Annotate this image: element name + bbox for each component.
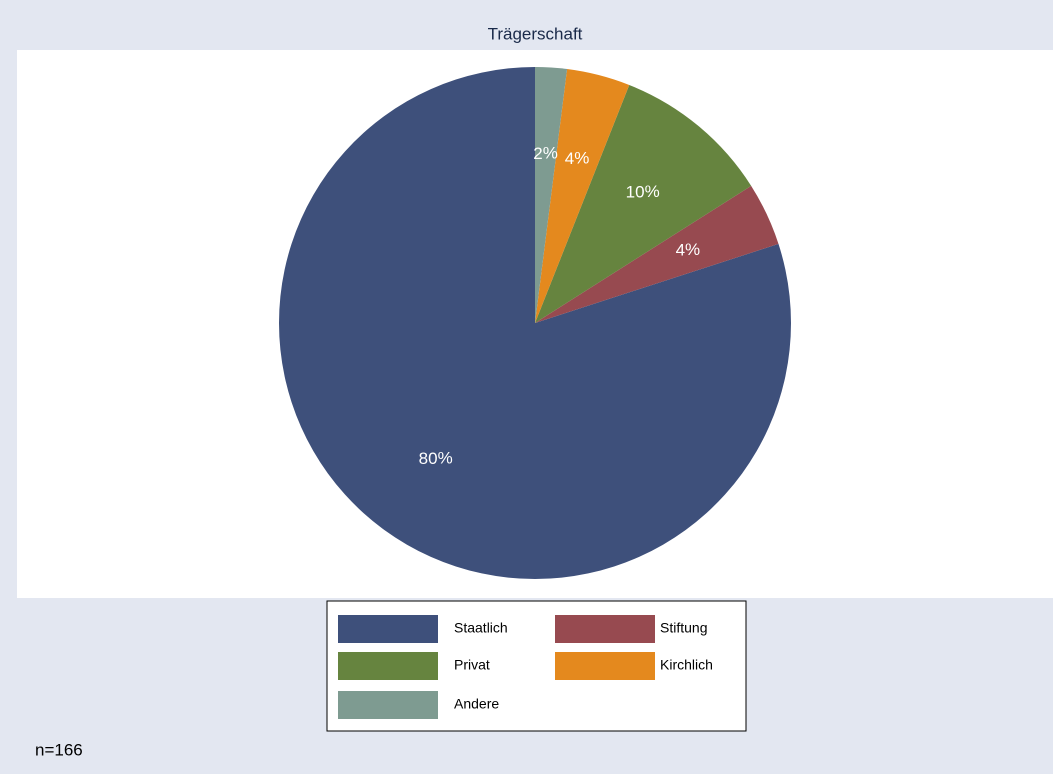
data-label: 80% [419,449,453,468]
legend-swatch [555,615,655,643]
legend-label: Andere [454,696,499,712]
legend-label: Kirchlich [660,657,713,673]
chart-title: Trägerschaft [488,24,583,43]
data-label: 10% [626,182,660,201]
legend-swatch [338,615,438,643]
pie-slice [535,69,630,323]
data-label-unit: % [543,144,558,163]
data-label: 4% [676,241,701,260]
pie-slice [535,67,568,323]
data-label: 2% [533,144,558,163]
legend-label: Stiftung [660,620,707,636]
data-label: 4% [565,149,590,168]
pie-slice [535,185,779,323]
legend-swatch [338,691,438,719]
pie-slice [535,84,752,323]
legend-swatch [338,652,438,680]
legend-label: Staatlich [454,620,508,636]
data-label-unit: % [685,241,700,260]
legend-label: Privat [454,657,490,673]
legend-swatch [555,652,655,680]
note: n=166 [35,740,83,759]
data-label-unit: % [438,449,453,468]
data-label-unit: % [645,182,660,201]
data-label-unit: % [574,149,589,168]
